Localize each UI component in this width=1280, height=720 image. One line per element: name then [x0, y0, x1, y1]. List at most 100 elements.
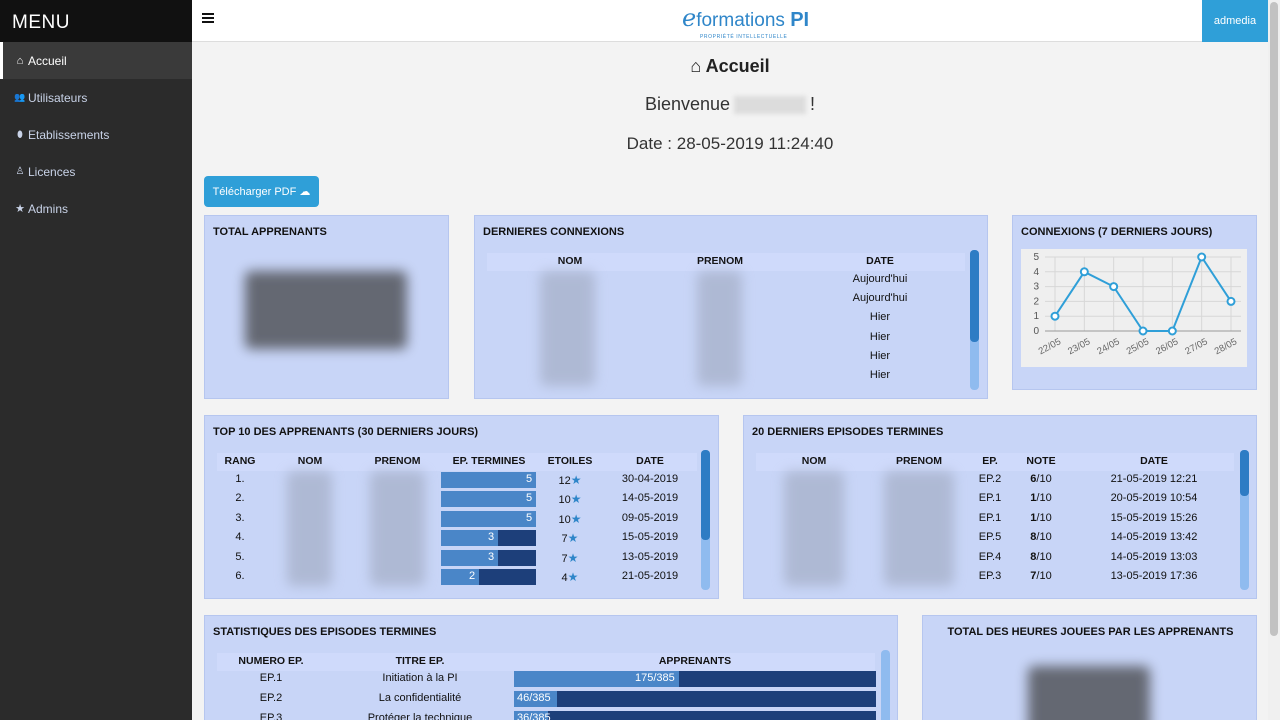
- etoiles-value: 7: [561, 533, 568, 546]
- titre-ep-cell: La confidentialité: [378, 692, 462, 704]
- table-scrollbar[interactable]: [881, 650, 890, 720]
- sidebar-item-etablissements[interactable]: ⬮ Etablissements: [0, 116, 192, 153]
- note-max: /10: [1036, 492, 1052, 505]
- flask-icon: ♙: [15, 166, 25, 177]
- column-header-ep-termines: EP. TERMINES: [452, 455, 526, 467]
- note-cell: 8/10: [1016, 531, 1066, 543]
- column-header-apprenants: APPRENANTS: [658, 655, 732, 667]
- page-title: ⌂ Accueil: [192, 56, 1268, 77]
- table-scrollbar-thumb[interactable]: [1240, 450, 1249, 496]
- sidebar-item-admins[interactable]: ★ Admins: [0, 190, 192, 227]
- star-icon: ★: [567, 531, 579, 546]
- table-scrollbar[interactable]: [1240, 450, 1249, 590]
- welcome-prefix: Bienvenue: [644, 94, 731, 114]
- table-scrollbar[interactable]: [701, 450, 710, 590]
- derniers-episodes-panel: 20 DERNIERS EPISODES TERMINES NOM PRENOM…: [743, 415, 1257, 599]
- page-scrollbar-thumb[interactable]: [1270, 2, 1278, 636]
- page-title-text: Accueil: [705, 56, 770, 76]
- sidebar-item-accueil[interactable]: ⌂ Accueil: [0, 42, 192, 79]
- table-scrollbar-thumb[interactable]: [970, 250, 979, 342]
- ep-termines-bar: 5: [441, 472, 536, 488]
- ep-termines-bar-fill: [441, 491, 536, 508]
- blurred-names: [540, 271, 595, 386]
- star-icon: ★: [570, 473, 582, 487]
- apprenants-value: 46/385: [517, 692, 551, 704]
- column-header-date: DATE: [636, 455, 664, 467]
- date-cell: 15-05-2019: [621, 531, 679, 544]
- blurred-names: [287, 471, 332, 586]
- top-bar: eformations PI PROPRIÉTÉ INTELLECTUELLE …: [192, 0, 1268, 42]
- connexions-chart-panel: CONNEXIONS (7 DERNIERS JOURS) 0 1 2 3 4 5 22/0…: [1012, 215, 1257, 390]
- home-icon: ⌂: [690, 56, 702, 76]
- logo-subtitle: PROPRIÉTÉ INTELLECTUELLE: [700, 34, 788, 40]
- numero-ep-cell: EP.2: [259, 692, 283, 704]
- sidebar-item-utilisateurs[interactable]: 👥 Utilisateurs: [0, 79, 192, 116]
- note-max: /10: [1036, 550, 1052, 563]
- note-value: 8: [1030, 531, 1037, 544]
- note-cell: 6/10: [1016, 473, 1066, 485]
- date-cell: 13-05-2019 17:36: [1110, 570, 1198, 582]
- column-header-date: DATE: [1140, 455, 1168, 467]
- column-header-note: NOTE: [1026, 455, 1056, 467]
- sidebar-item-label: Utilisateurs: [28, 90, 88, 105]
- column-header-titre-ep: TITRE EP.: [395, 655, 445, 667]
- numero-ep-cell: EP.1: [259, 672, 283, 684]
- note-value: 8: [1030, 550, 1037, 563]
- panel-title: TOTAL APPRENANTS: [213, 226, 327, 238]
- users-icon: 👥: [14, 92, 26, 102]
- star-icon: ★: [15, 203, 25, 215]
- ep-termines-value: 5: [526, 473, 533, 485]
- sidebar-item-label: Etablissements: [28, 127, 110, 142]
- panel-title: 20 DERNIERS EPISODES TERMINES: [752, 426, 944, 438]
- note-max: /10: [1036, 570, 1052, 582]
- table-scrollbar[interactable]: [970, 250, 979, 390]
- star-icon: ★: [570, 511, 582, 526]
- ep-cell: EP.4: [978, 550, 1002, 563]
- ep-termines-value: 5: [526, 511, 533, 524]
- column-header-date: DATE: [866, 255, 894, 267]
- blurred-firstnames: [697, 271, 742, 386]
- etoiles-value: 7: [561, 552, 568, 565]
- column-header-prenom: PRENOM: [374, 455, 421, 467]
- sidebar-item-label: Accueil: [28, 53, 67, 68]
- column-header-numero-ep: NUMERO EP.: [238, 655, 304, 667]
- apprenants-value: 175/385: [635, 672, 675, 684]
- sidebar-item-licences[interactable]: ♙ Licences: [0, 153, 192, 190]
- sidebar: MENU ⌂ Accueil 👥 Utilisateurs ⬮ Etabliss…: [0, 0, 192, 720]
- ep-termines-bar-fill: [441, 549, 498, 566]
- date-cell: 14-05-2019 13:03: [1110, 550, 1198, 563]
- rang-cell: 3.: [235, 511, 245, 524]
- note-value: 6: [1030, 473, 1037, 485]
- ep-termines-value: 3: [488, 531, 495, 544]
- blurred-total-hours: [1028, 666, 1150, 720]
- y-tick-label: 0: [1033, 326, 1039, 337]
- hamburger-menu-icon[interactable]: [202, 13, 214, 25]
- rang-cell: 4.: [235, 531, 245, 544]
- apprenants-bar-fill: [514, 671, 679, 687]
- ep-termines-bar: 3: [441, 549, 536, 566]
- rang-cell: 2.: [235, 492, 245, 505]
- date-cell: 09-05-2019: [621, 511, 679, 524]
- date-cell: 20-05-2019 10:54: [1110, 492, 1198, 505]
- date-cell: 15-05-2019 15:26: [1110, 511, 1198, 524]
- titre-ep-cell: Initiation à la PI: [382, 672, 458, 684]
- connexion-date: Hier: [869, 369, 891, 381]
- download-pdf-button[interactable]: Télécharger PDF ☁: [204, 176, 319, 207]
- ep-cell: EP.2: [978, 473, 1002, 485]
- page-scrollbar[interactable]: [1268, 0, 1280, 720]
- column-header-nom: NOM: [801, 455, 827, 467]
- top10-apprenants-panel: TOP 10 DES APPRENANTS (30 DERNIERS JOURS…: [204, 415, 719, 599]
- table-scrollbar-thumb[interactable]: [701, 450, 710, 540]
- etoiles-cell: 10★: [550, 492, 590, 506]
- panel-title: DERNIERES CONNEXIONS: [483, 226, 625, 238]
- column-header-etoiles: ETOILES: [547, 455, 593, 467]
- ep-termines-bar: 2: [441, 569, 536, 585]
- ep-termines-value: 2: [469, 570, 476, 582]
- dernieres-connexions-panel: DERNIERES CONNEXIONS NOM PRENOM DATE Auj…: [474, 215, 988, 399]
- column-header-ep: EP.: [982, 455, 998, 467]
- data-point: [1079, 267, 1089, 277]
- user-menu-button[interactable]: admedia: [1202, 0, 1268, 42]
- rang-cell: 1.: [235, 473, 245, 485]
- rang-cell: 5.: [235, 550, 245, 563]
